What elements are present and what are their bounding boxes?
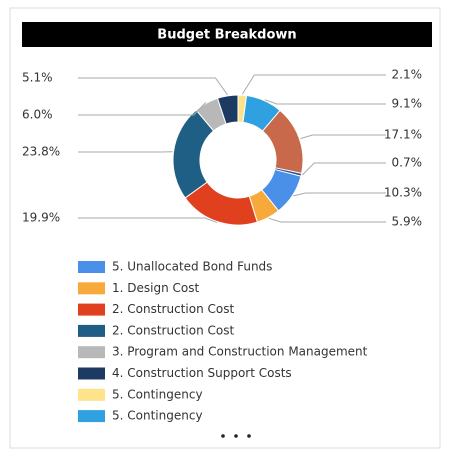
legend-label: 2. Construction Cost <box>112 323 234 337</box>
leader-line <box>78 77 228 96</box>
legend-label: 5. Contingency <box>112 409 203 423</box>
leader-line <box>78 217 218 224</box>
data-label: 23.8% <box>22 145 60 159</box>
legend-swatch <box>78 410 105 423</box>
data-label: 5.1% <box>22 71 53 85</box>
leader-line <box>293 192 386 197</box>
legend-swatch <box>78 261 105 273</box>
data-label: 0.7% <box>392 156 423 170</box>
card <box>9 7 441 449</box>
legend-swatch <box>78 324 105 337</box>
leader-line <box>264 99 386 105</box>
legend-label: 5. Contingency <box>112 387 203 401</box>
legend-label: 5. Unallocated Bond Funds <box>112 260 272 274</box>
slice <box>274 167 303 177</box>
leader-line <box>78 102 207 116</box>
more-indicator[interactable] <box>221 434 251 438</box>
legend-label: 3. Program and Construction Management <box>112 345 368 359</box>
title-bar <box>22 22 432 47</box>
legend-swatch <box>78 367 105 380</box>
leader-line <box>268 217 386 223</box>
leader-line <box>301 162 386 176</box>
legend-label: 2. Construction Cost <box>112 302 234 316</box>
data-label: 17.1% <box>384 128 422 142</box>
data-label: 5.9% <box>392 215 423 229</box>
legend-swatch <box>78 282 105 295</box>
legend-label: 4. Construction Support Costs <box>112 366 292 380</box>
legend-swatch <box>78 303 105 316</box>
data-label: 6.0% <box>22 108 53 122</box>
leader-line <box>300 134 386 140</box>
data-label: 19.9% <box>22 211 60 225</box>
legend-label: 1. Design Cost <box>112 281 199 295</box>
chart-title: Budget Breakdown <box>157 28 296 43</box>
legend-swatch <box>78 346 105 359</box>
data-label: 2.1% <box>392 68 423 82</box>
data-label: 9.1% <box>392 97 423 111</box>
legend-swatch <box>78 388 105 401</box>
data-label: 10.3% <box>384 186 422 200</box>
leader-line <box>241 74 386 95</box>
